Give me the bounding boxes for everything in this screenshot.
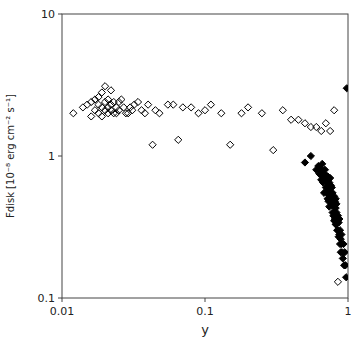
- x-tick-label: 1: [345, 305, 352, 318]
- y-tick-label: 1: [48, 150, 55, 163]
- open-point: [144, 101, 151, 108]
- open-point: [279, 107, 286, 114]
- filled-point: [338, 231, 345, 238]
- open-point: [88, 113, 95, 120]
- y-tick: [58, 298, 62, 299]
- x-tick-label: 0.01: [50, 305, 75, 318]
- x-axis-label: y: [201, 322, 209, 337]
- open-point: [307, 123, 314, 130]
- filled-point: [307, 152, 314, 159]
- open-point: [95, 93, 102, 100]
- open-point: [175, 136, 182, 143]
- open-point: [115, 98, 122, 105]
- open-point: [149, 141, 156, 148]
- open-point: [258, 110, 265, 117]
- filled-point: [341, 249, 348, 256]
- open-point: [287, 116, 294, 123]
- open-point: [79, 104, 86, 111]
- filled-point: [342, 262, 348, 269]
- open-point: [322, 120, 329, 127]
- y-tick-label: 0.1: [38, 292, 56, 305]
- open-point: [141, 110, 148, 117]
- open-point: [98, 89, 105, 96]
- open-point: [218, 110, 225, 117]
- open-point: [188, 104, 195, 111]
- x-tick: [348, 298, 349, 302]
- x-tick: [62, 298, 63, 302]
- filled-point: [340, 240, 347, 247]
- x-tick: [205, 298, 206, 302]
- y-tick: [58, 156, 62, 157]
- open-point: [134, 98, 141, 105]
- open-point: [179, 104, 186, 111]
- open-point: [101, 83, 108, 90]
- y-tick: [58, 14, 62, 15]
- open-point: [152, 107, 159, 114]
- filled-point: [343, 85, 348, 92]
- points: [70, 83, 348, 286]
- open-point: [195, 110, 202, 117]
- filled-point: [336, 215, 343, 222]
- chart: 0.010.110.1110yFdisk [10⁻⁸ erg cm⁻² s⁻¹]: [0, 0, 362, 344]
- plot-frame: [62, 14, 348, 298]
- x-tick-label: 0.1: [196, 305, 214, 318]
- open-point: [164, 101, 171, 108]
- open-point: [331, 107, 338, 114]
- open-point: [301, 120, 308, 127]
- open-point: [238, 110, 245, 117]
- open-point: [170, 101, 177, 108]
- filled-point: [301, 159, 308, 166]
- open-point: [227, 141, 234, 148]
- open-point: [107, 87, 114, 94]
- filled-point: [333, 200, 340, 207]
- open-point: [334, 278, 341, 285]
- open-point: [327, 127, 334, 134]
- y-axis-label: Fdisk [10⁻⁸ erg cm⁻² s⁻¹]: [5, 94, 16, 218]
- open-point: [70, 110, 77, 117]
- open-point: [207, 101, 214, 108]
- filled-point: [327, 174, 334, 181]
- open-point: [244, 104, 251, 111]
- open-point: [156, 110, 163, 117]
- open-point: [115, 107, 122, 114]
- y-tick-label: 10: [41, 8, 55, 21]
- open-point: [118, 96, 125, 103]
- open-point: [98, 113, 105, 120]
- open-point: [270, 147, 277, 154]
- filled-point: [343, 274, 348, 281]
- open-point: [295, 116, 302, 123]
- open-point: [201, 107, 208, 114]
- open-point: [318, 127, 325, 134]
